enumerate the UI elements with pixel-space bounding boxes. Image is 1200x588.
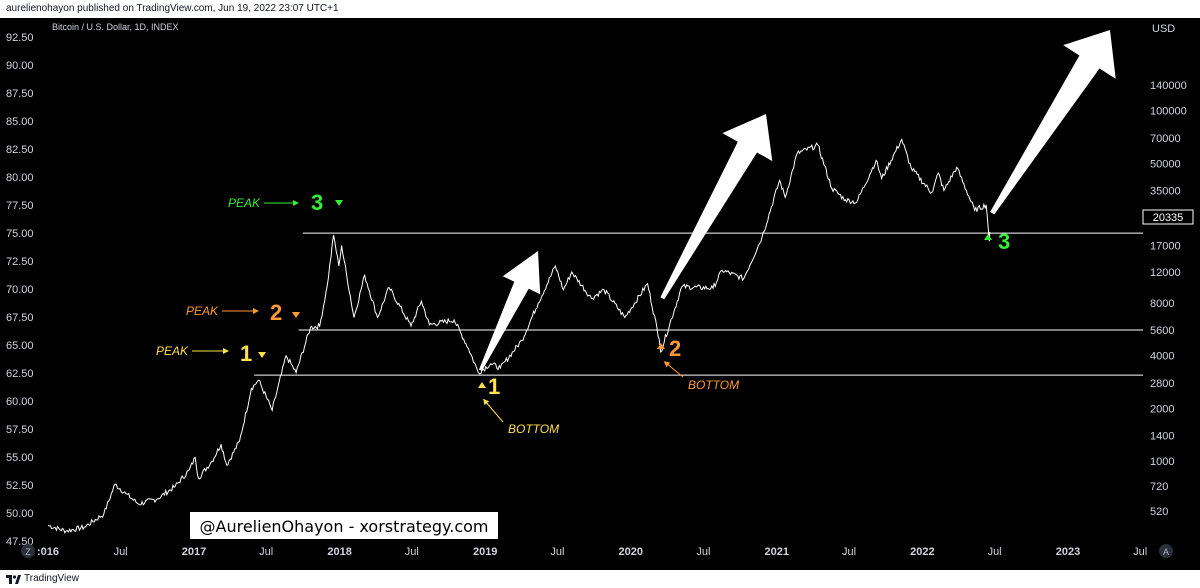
peak-2-label: PEAK <box>186 304 219 318</box>
left-axis-tick: 70.00 <box>6 284 34 296</box>
watermark-text: @AurelienOhayon - xorstrategy.com <box>200 517 489 536</box>
trend-arrow-3 <box>990 30 1116 215</box>
right-axis-tick: 2000 <box>1150 403 1174 415</box>
time-axis-tick: 2021 <box>765 546 789 558</box>
time-axis-tick: 2020 <box>619 546 643 558</box>
currency-unit: USD <box>1152 23 1175 35</box>
time-axis-tick: 2022 <box>910 546 934 558</box>
right-axis-tick: 1000 <box>1150 456 1174 468</box>
left-axis-tick: 65.00 <box>6 340 34 352</box>
left-axis-tick: 80.00 <box>6 172 34 184</box>
left-axis-tick: 87.50 <box>6 88 34 100</box>
bottom-1-marker <box>478 382 486 388</box>
right-axis-tick: 100000 <box>1150 106 1187 118</box>
svg-text:Z: Z <box>25 547 31 557</box>
peak-2-number: 2 <box>270 300 282 325</box>
time-axis[interactable]: :016 Jul 2017 Jul 2018 Jul 2019 Jul 2020 Jul 2021 J… <box>37 546 1147 558</box>
bottom-1-pointer <box>483 398 504 423</box>
right-axis-tick: 720 <box>1150 481 1168 493</box>
z-button[interactable]: Z <box>21 544 35 558</box>
left-axis-tick: 60.00 <box>6 396 34 408</box>
right-axis-tick: 1400 <box>1150 431 1174 443</box>
watermark-box: @AurelienOhayon - xorstrategy.com <box>190 512 498 539</box>
bottom-2-number: 2 <box>669 336 681 361</box>
right-axis-tick: 70000 <box>1150 133 1181 145</box>
time-axis-tick: 2019 <box>473 546 497 558</box>
bottom-1-label: BOTTOM <box>508 422 559 436</box>
left-axis-tick: 90.00 <box>6 60 34 72</box>
left-axis-tick: 50.00 <box>6 508 34 520</box>
left-axis: 92.50 90.00 87.50 85.00 82.50 80.00 77.50 75.00… <box>6 32 34 548</box>
right-axis-tick: 5600 <box>1150 325 1174 337</box>
horizontal-levels <box>254 232 1143 376</box>
chart-title: Bitcoin / U.S. Dollar, 1D, INDEX <box>52 22 179 32</box>
time-axis-tick: Jul <box>550 546 564 558</box>
bottom-3-number: 3 <box>998 229 1010 254</box>
time-axis-tick: Jul <box>405 546 419 558</box>
left-axis-tick: 67.50 <box>6 312 34 324</box>
time-axis-tick: 2018 <box>327 546 351 558</box>
bottom-2-pointer <box>663 361 684 378</box>
left-axis-tick: 55.00 <box>6 452 34 464</box>
publisher-header: aurelienohayon published on TradingView.… <box>0 0 1200 18</box>
footer: TradingView <box>0 570 1200 588</box>
left-axis-tick: 77.50 <box>6 200 34 212</box>
chart-background <box>0 18 1200 570</box>
bottom-1-number: 1 <box>488 374 500 399</box>
trend-arrow-2 <box>660 114 773 300</box>
right-axis-tick: 140000 <box>1150 80 1187 92</box>
bottom-2-marker <box>657 343 665 349</box>
peak-3-marker <box>335 200 343 206</box>
right-axis-tick: 17000 <box>1150 241 1181 253</box>
right-axis-tick: 2800 <box>1150 378 1174 390</box>
right-axis-tick: 50000 <box>1150 158 1181 170</box>
price-series <box>47 138 991 535</box>
last-price-tag: 20335 <box>1142 209 1194 225</box>
time-axis-tick: :016 <box>37 546 59 558</box>
left-axis-tick: 52.50 <box>6 480 34 492</box>
peak-2-marker <box>292 312 300 318</box>
time-axis-tick: Jul <box>842 546 856 558</box>
time-axis-tick: Jul <box>988 546 1002 558</box>
peak-1-marker <box>258 352 266 358</box>
bottom-3-marker <box>984 234 992 240</box>
time-axis-tick: Jul <box>259 546 273 558</box>
left-axis-tick: 72.50 <box>6 256 34 268</box>
time-axis-tick: 2017 <box>182 546 206 558</box>
right-axis-tick: 8000 <box>1150 298 1174 310</box>
time-axis-tick: Jul <box>114 546 128 558</box>
publisher-text: aurelienohayon published on TradingView.… <box>6 3 339 14</box>
left-axis-tick: 85.00 <box>6 116 34 128</box>
right-axis-tick: 4000 <box>1150 351 1174 363</box>
bottom-2-label: BOTTOM <box>688 378 739 392</box>
left-axis-tick: 62.50 <box>6 368 34 380</box>
peak-1-number: 1 <box>240 341 252 366</box>
left-axis-tick: 57.50 <box>6 424 34 436</box>
tradingview-brand: TradingView <box>24 573 80 584</box>
trend-arrow-1 <box>479 251 541 371</box>
time-axis-tick: Jul <box>696 546 710 558</box>
cycle-annotations: PEAK 3 PEAK 2 PEAK 1 1 BOTTOM 2 BOTTOM 3 <box>156 190 1010 436</box>
peak-3-number: 3 <box>311 190 323 215</box>
right-axis-tick: 12000 <box>1150 267 1181 279</box>
auto-scale-button[interactable]: A <box>1159 544 1173 558</box>
tradingview-logo-icon <box>6 575 21 584</box>
svg-text:A: A <box>1163 547 1169 557</box>
right-axis-tick: 35000 <box>1150 186 1181 198</box>
left-axis-tick: 82.50 <box>6 144 34 156</box>
left-axis-tick: 92.50 <box>6 32 34 44</box>
last-price-label: 20335 <box>1153 212 1184 224</box>
time-axis-tick: 2023 <box>1056 546 1080 558</box>
trend-arrows <box>479 30 1116 371</box>
time-axis-tick: Jul <box>1133 546 1147 558</box>
right-axis-tick: 520 <box>1150 506 1168 518</box>
peak-3-label: PEAK <box>228 196 261 210</box>
btc-price-chart[interactable]: 92.50 90.00 87.50 85.00 82.50 80.00 77.50 75.00… <box>0 18 1200 570</box>
left-axis-tick: 75.00 <box>6 228 34 240</box>
peak-1-label: PEAK <box>156 344 189 358</box>
price-line <box>47 138 991 535</box>
